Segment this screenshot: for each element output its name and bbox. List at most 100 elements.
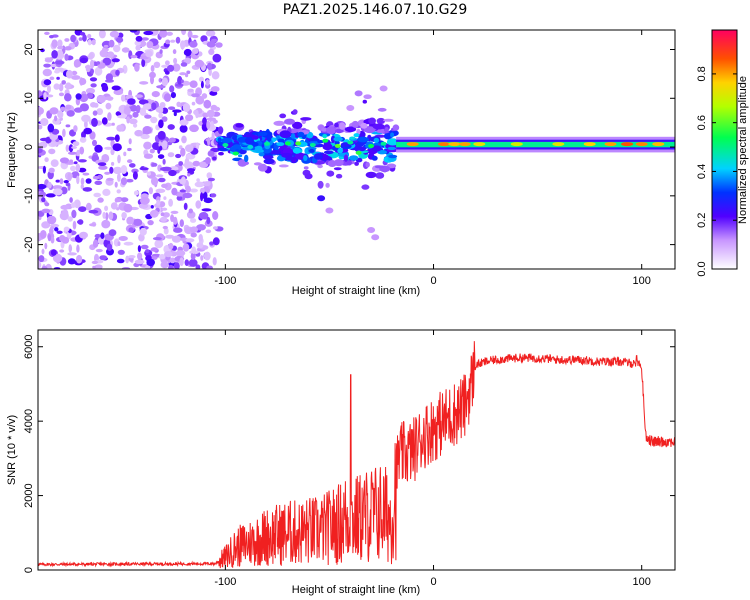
spectrogram-noise-blob bbox=[58, 83, 64, 92]
spectrogram-noise-blob bbox=[104, 96, 114, 101]
spectrogram-noise-blob bbox=[58, 92, 65, 97]
spectrogram-noise-blob bbox=[186, 168, 196, 172]
spectrogram-noise-blob bbox=[159, 49, 163, 54]
spectrogram-noise-blob bbox=[104, 171, 111, 175]
spectrogram-noise-blob bbox=[139, 107, 147, 116]
spectrogram-noise-blob bbox=[99, 49, 109, 58]
spectrogram-noise-blob bbox=[47, 181, 52, 189]
spectrogram-noise-blob bbox=[43, 63, 51, 68]
spectrogram-noise-blob bbox=[202, 117, 207, 125]
x-tick-label: -100 bbox=[214, 275, 236, 287]
spectrogram-noise-blob bbox=[59, 235, 66, 242]
spectrogram-signal-blob bbox=[392, 124, 400, 131]
spectrogram-hotspot bbox=[232, 151, 239, 156]
spectrogram-signal-blob bbox=[373, 137, 380, 143]
spectrogram-signal-blob bbox=[279, 113, 287, 119]
spectrogram-noise-blob bbox=[145, 264, 151, 269]
spectrogram-noise-blob bbox=[113, 89, 124, 96]
spectrogram-noise-blob bbox=[158, 119, 164, 129]
spectrogram-hotspot bbox=[264, 141, 270, 146]
spectrogram-signal-blob bbox=[297, 131, 305, 138]
spectrogram-hotspot bbox=[222, 143, 229, 147]
spectrogram-signal-blob bbox=[353, 133, 360, 138]
spectrogram-noise-blob bbox=[172, 49, 177, 55]
spectrogram-noise-blob bbox=[117, 115, 127, 119]
spectrogram-noise-blob bbox=[190, 218, 197, 223]
spectrogram-noise-blob bbox=[185, 238, 195, 243]
spectrogram-noise-blob bbox=[189, 40, 198, 48]
spectrogram-noise-blob bbox=[169, 85, 175, 93]
spectrogram-noise-blob bbox=[65, 124, 71, 128]
spectrogram-noise-blob bbox=[117, 154, 121, 164]
spectrogram-noise-blob bbox=[135, 105, 141, 114]
spectrogram-signal-blob bbox=[322, 134, 328, 139]
spectrogram-noise-blob bbox=[186, 70, 191, 75]
spectrogram-noise-blob bbox=[173, 216, 178, 225]
spectrogram-noise-blob bbox=[76, 175, 80, 185]
spectrogram-noise-blob bbox=[129, 30, 138, 33]
spectrogram-noise-blob bbox=[151, 256, 158, 260]
spectrogram-signal-blob bbox=[344, 126, 357, 133]
spectrogram-signal-blob bbox=[376, 117, 386, 125]
spectrogram-noise-blob bbox=[101, 84, 109, 92]
spectrogram-noise-blob bbox=[162, 158, 166, 165]
spectrogram-noise-blob bbox=[66, 110, 75, 117]
spectrogram-noise-blob bbox=[129, 163, 136, 168]
spectrogram-hotspot bbox=[510, 142, 523, 147]
spectrogram-noise-blob bbox=[82, 187, 93, 192]
spectrogram-noise-blob bbox=[85, 178, 92, 184]
spectrogram-noise-blob bbox=[127, 147, 132, 152]
spectrogram-noise-blob bbox=[80, 184, 85, 190]
spectrogram-noise-blob bbox=[138, 99, 149, 105]
spectrogram-noise-blob bbox=[189, 124, 199, 133]
spectrogram-noise-blob bbox=[176, 195, 183, 201]
spectrogram-noise-blob bbox=[61, 209, 69, 217]
spectrogram-noise-blob bbox=[185, 144, 194, 153]
spectrogram-signal-blob bbox=[278, 164, 289, 168]
spectrogram-hotspot bbox=[322, 138, 329, 143]
spectrogram-noise-blob bbox=[39, 191, 46, 198]
spectrogram-noise-blob bbox=[61, 80, 66, 85]
spectrogram-noise-blob bbox=[180, 62, 188, 67]
spectrogram-noise-blob bbox=[105, 212, 109, 221]
spectrogram-noise-blob bbox=[89, 77, 98, 82]
spectrogram-noise-blob bbox=[215, 42, 223, 48]
spectrogram-noise-blob bbox=[165, 39, 171, 45]
spectrogram-noise-blob bbox=[214, 106, 221, 112]
spectrogram-noise-blob bbox=[120, 177, 128, 186]
spectrogram-noise-blob bbox=[173, 262, 180, 269]
spectrogram-noise-blob bbox=[161, 107, 169, 114]
spectrogram-noise-blob bbox=[212, 257, 217, 266]
spectrogram-noise-blob bbox=[158, 77, 163, 83]
spectrogram-signal-blob bbox=[384, 126, 389, 134]
spectrogram-signal-blob bbox=[383, 118, 394, 122]
spectrogram-noise-blob bbox=[130, 54, 138, 59]
spectrogram-noise-blob bbox=[164, 70, 170, 75]
spectrogram-noise-blob bbox=[178, 161, 184, 166]
spectrogram-noise-blob bbox=[46, 94, 54, 98]
spectrogram-signal-blob bbox=[317, 180, 324, 189]
spectrogram-noise-blob bbox=[210, 86, 220, 93]
spectrogram-noise-blob bbox=[51, 39, 58, 48]
spectrogram-noise-blob bbox=[183, 202, 188, 210]
spectrogram-noise-blob bbox=[144, 114, 152, 119]
spectrogram-noise-blob bbox=[184, 157, 190, 167]
spectrogram-noise-blob bbox=[164, 251, 173, 258]
spectrogram-noise-blob bbox=[135, 94, 144, 98]
spectrogram-noise-blob bbox=[207, 62, 213, 71]
spectrogram-signal-blob bbox=[292, 121, 303, 129]
spectrogram-noise-blob bbox=[203, 251, 211, 261]
spectrogram-noise-blob bbox=[83, 127, 92, 135]
spectrogram-noise-blob bbox=[112, 143, 122, 152]
spectrogram-signal-blob bbox=[300, 117, 312, 121]
spectrogram-hotspot bbox=[334, 143, 341, 148]
spectrogram-noise-blob bbox=[192, 48, 199, 54]
spectrogram-noise-blob bbox=[179, 124, 188, 133]
spectrogram-noise-blob bbox=[140, 133, 150, 140]
spectrogram-signal-blob bbox=[306, 146, 317, 151]
spectrogram-noise-blob bbox=[39, 137, 50, 142]
spectrogram-noise-blob bbox=[192, 160, 200, 167]
spectrogram-noise-blob bbox=[128, 255, 136, 259]
